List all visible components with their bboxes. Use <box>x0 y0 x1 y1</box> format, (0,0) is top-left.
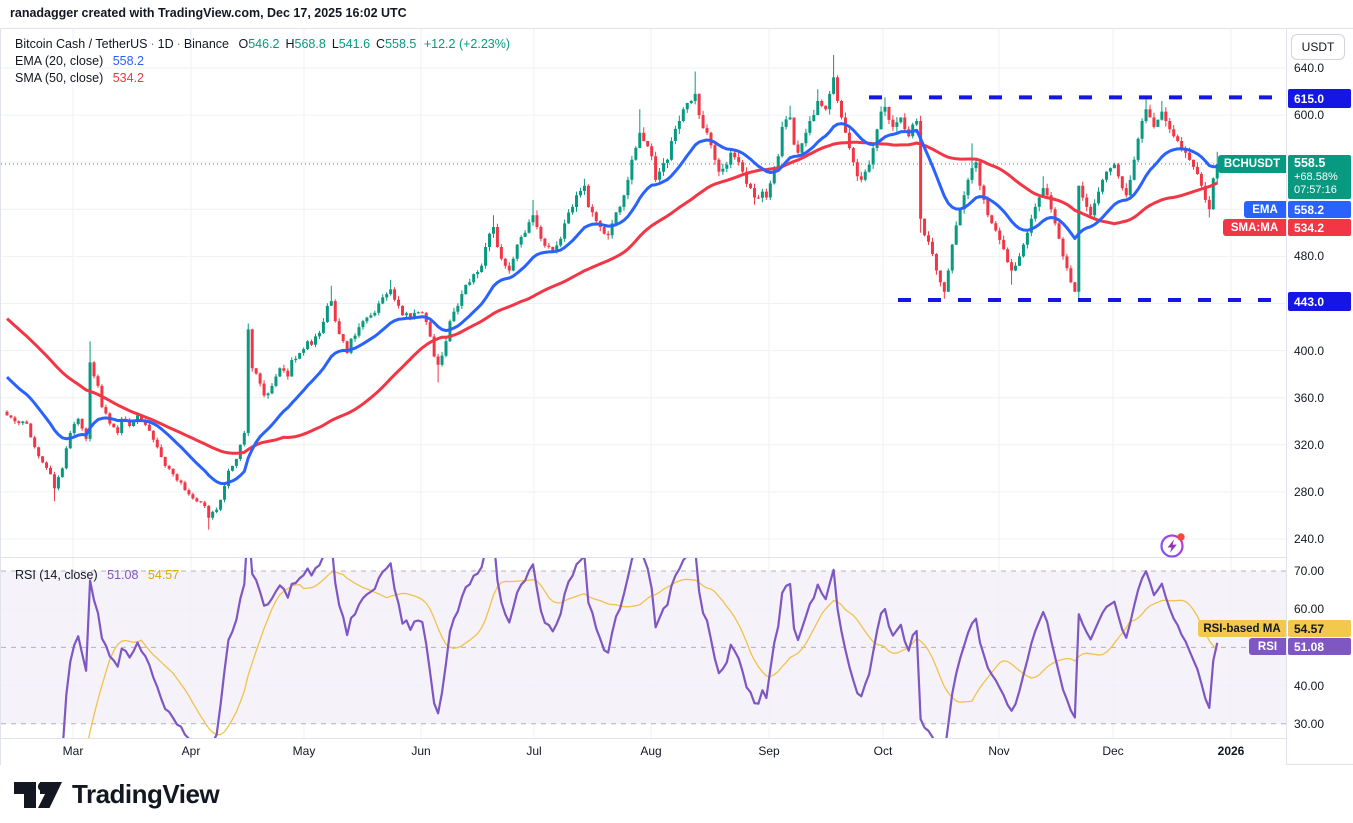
last-price-badge: 558.5 +68.58% 07:57:16 <box>1288 155 1351 199</box>
lower-level-price-badge: 443.0 <box>1288 292 1351 311</box>
lightning-bolt-glyph <box>1167 539 1177 553</box>
ohlc-item: C558.5 <box>376 37 417 51</box>
time-axis-month-label: May <box>292 744 316 758</box>
tradingview-logo[interactable]: TradingView <box>12 772 220 816</box>
ema-value-badge: 558.2 <box>1288 201 1351 218</box>
price-axis-label: 360.0 <box>1294 391 1325 405</box>
rsi-lines <box>62 558 1219 738</box>
change-value: +12.2 (+2.23%) <box>423 37 511 51</box>
candlestick-series <box>5 55 1219 530</box>
interval-label: 1D <box>157 37 174 51</box>
time-axis-month-label: Jun <box>411 744 431 758</box>
rsi-axis-label: 30.00 <box>1294 717 1325 731</box>
main-grid <box>1 29 1286 557</box>
rsi-axis-label: 70.00 <box>1294 564 1325 578</box>
sma-legend-row[interactable]: SMA (50, close) 534.2 <box>15 71 144 85</box>
price-axis-label: 600.0 <box>1294 108 1325 122</box>
main-price-pane[interactable] <box>1 29 1286 557</box>
tradingview-logo-mark <box>14 781 62 808</box>
chart-widget: Mar Apr May Jun Jul Aug Sep Oct Nov Dec 2026 640.0… <box>0 28 1353 765</box>
price-axis-label: 480.0 <box>1294 249 1325 263</box>
sma-value-badge: 534.2 <box>1288 219 1351 236</box>
time-axis-month-label: Dec <box>1102 744 1124 758</box>
moving-average-lines <box>5 122 1218 486</box>
legend-separator: · <box>176 37 181 51</box>
rsi-legend-label: RSI (14, close) <box>15 568 98 582</box>
horizontal-level-lines[interactable] <box>1 95 1286 302</box>
rsi-pane[interactable] <box>1 558 1286 738</box>
time-axis-month-label: Apr <box>181 744 201 758</box>
sma-legend-label: SMA (50, close) <box>15 71 104 85</box>
time-axis-month-label: Nov <box>988 744 1010 758</box>
rsi-ma-legend-value: 54.57 <box>147 568 180 582</box>
flash-icon-circle <box>1160 534 1184 558</box>
sma-tag: SMA:MA <box>1223 219 1286 236</box>
ohlc-item: O546.2 <box>238 37 280 51</box>
pane-separator[interactable] <box>1 557 1352 558</box>
symbol-title: Bitcoin Cash / TetherUS <box>15 37 148 51</box>
last-price-change-pct: +68.58% <box>1294 170 1338 183</box>
ohlc-values: O546.2 H568.8 L541.6 C558.5 <box>232 37 416 51</box>
upper-level-price-badge: 615.0 <box>1288 89 1351 108</box>
price-axis-label: 400.0 <box>1294 344 1325 358</box>
time-axis-month-label: Jul <box>526 744 542 758</box>
price-axis-label: 240.0 <box>1294 532 1325 546</box>
ema-legend-value: 558.2 <box>112 54 144 68</box>
last-price-value: 558.5 <box>1294 156 1326 170</box>
ema-legend-label: EMA (20, close) <box>15 54 104 68</box>
rsi-ma-tag: RSI-based MA <box>1198 620 1286 637</box>
time-axis-month-label: Aug <box>640 744 662 758</box>
time-axis[interactable]: Mar Apr May Jun Jul Aug Sep Oct Nov Dec 2026 <box>1 738 1286 765</box>
ema-tag: EMA <box>1244 201 1286 218</box>
tradingview-logo-text: TradingView <box>72 778 220 809</box>
flash-boost-icon[interactable] <box>1157 529 1189 561</box>
sma-legend-value: 534.2 <box>112 71 144 85</box>
currency-toggle-button[interactable]: USDT <box>1291 34 1345 60</box>
ohlc-item: L541.6 <box>331 37 371 51</box>
bar-close-countdown: 07:57:16 <box>1294 184 1337 196</box>
attribution-text: ranadagger created with TradingView.com,… <box>10 6 407 20</box>
symbol-price-tag: BCHUSDT <box>1218 155 1286 173</box>
rsi-value-badge: 51.08 <box>1288 638 1351 655</box>
symbol-legend-row[interactable]: Bitcoin Cash / TetherUS · 1D · Binance O546.… <box>15 37 510 51</box>
ohlc-item: H568.8 <box>285 37 326 51</box>
notification-dot <box>1177 533 1185 541</box>
price-axis-label: 640.0 <box>1294 61 1325 75</box>
ema-legend-row[interactable]: EMA (20, close) 558.2 <box>15 54 144 68</box>
legend-separator: · <box>150 37 155 51</box>
price-axis-label: 320.0 <box>1294 438 1325 452</box>
rsi-axis-label: 60.00 <box>1294 602 1325 616</box>
rsi-axis-label: 40.00 <box>1294 679 1325 693</box>
price-axis-label: 280.0 <box>1294 485 1325 499</box>
rsi-grid <box>1 558 1286 738</box>
rsi-ma-value-badge: 54.57 <box>1288 620 1351 637</box>
rsi-legend-value: 51.08 <box>107 568 139 582</box>
exchange-label: Binance <box>183 37 229 51</box>
time-axis-month-label: Mar <box>62 744 84 758</box>
time-axis-month-label: Sep <box>758 744 780 758</box>
time-axis-month-label: Oct <box>873 744 893 758</box>
rsi-tag: RSI <box>1249 638 1286 655</box>
time-axis-year-label: 2026 <box>1217 744 1245 758</box>
rsi-legend-row[interactable]: RSI (14, close) 51.08 54.57 <box>15 568 179 582</box>
